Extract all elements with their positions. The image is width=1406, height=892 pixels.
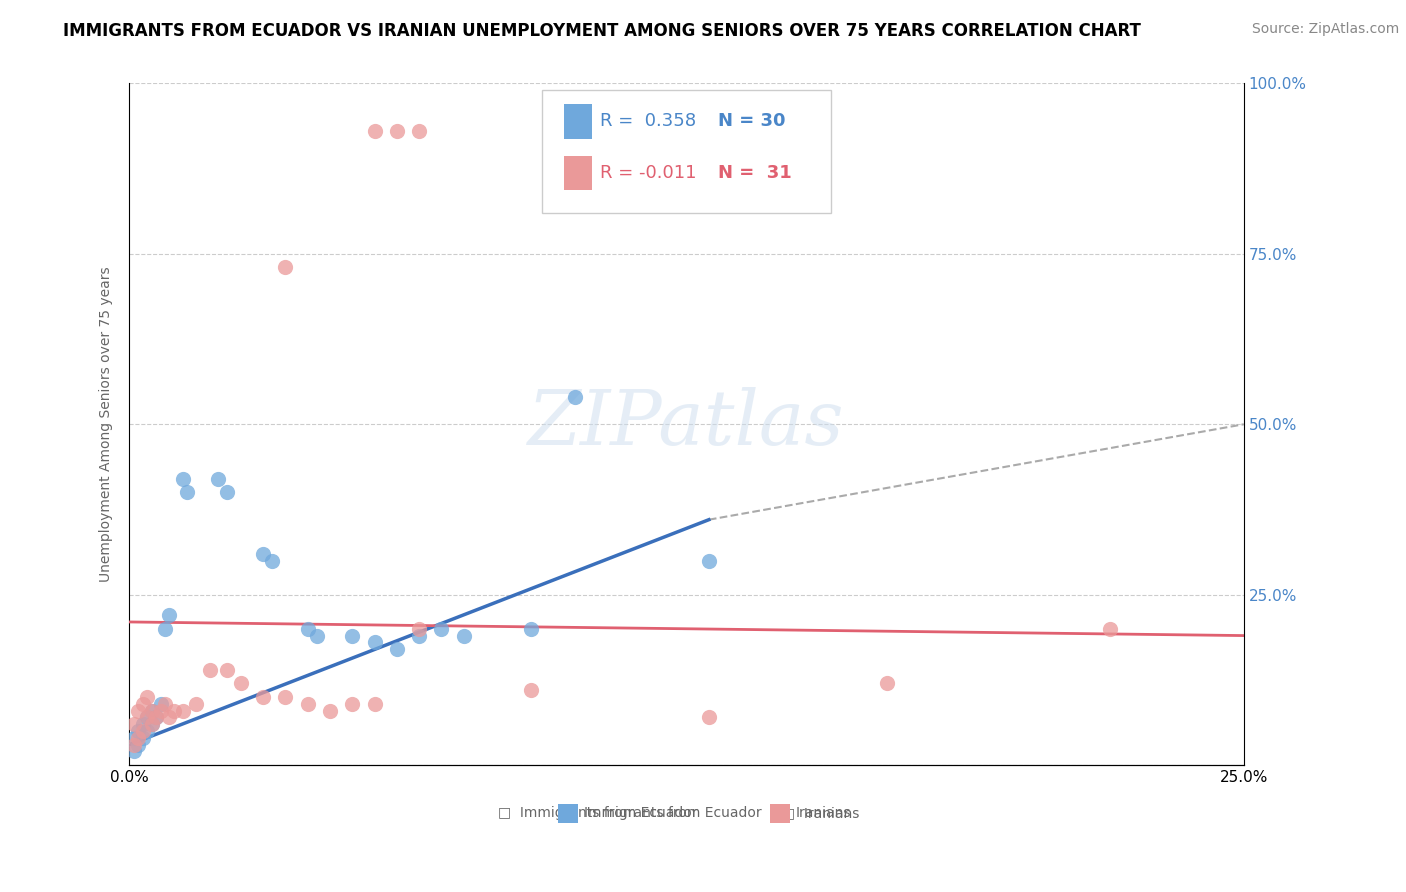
Point bbox=[186, 697, 208, 711]
Point bbox=[217, 485, 239, 500]
Point bbox=[141, 717, 163, 731]
Point bbox=[385, 124, 408, 138]
Point bbox=[131, 717, 153, 731]
Point bbox=[163, 704, 186, 718]
Point bbox=[363, 697, 385, 711]
Point bbox=[363, 124, 385, 138]
Point bbox=[252, 547, 274, 561]
Point bbox=[122, 744, 145, 758]
Point bbox=[229, 676, 252, 690]
Point bbox=[159, 608, 181, 623]
Text: Iranians: Iranians bbox=[796, 805, 851, 820]
Point bbox=[207, 472, 229, 486]
Point bbox=[176, 485, 198, 500]
Point bbox=[217, 663, 239, 677]
Point bbox=[145, 710, 167, 724]
Point bbox=[122, 717, 145, 731]
Text: □  Immigrants from Ecuador: □ Immigrants from Ecuador bbox=[498, 805, 697, 820]
Point bbox=[153, 697, 176, 711]
Point bbox=[519, 622, 541, 636]
FancyBboxPatch shape bbox=[558, 804, 578, 823]
Point bbox=[342, 629, 364, 643]
Point bbox=[153, 622, 176, 636]
Point bbox=[697, 710, 720, 724]
FancyBboxPatch shape bbox=[564, 104, 592, 138]
Point bbox=[127, 738, 149, 752]
Point bbox=[172, 704, 194, 718]
Point bbox=[564, 390, 586, 404]
Point bbox=[453, 629, 475, 643]
Text: R =  0.358: R = 0.358 bbox=[599, 112, 696, 130]
Point bbox=[408, 629, 430, 643]
FancyBboxPatch shape bbox=[564, 156, 592, 190]
Point bbox=[274, 690, 297, 704]
Point bbox=[252, 690, 274, 704]
Point bbox=[697, 553, 720, 567]
Point bbox=[363, 635, 385, 649]
FancyBboxPatch shape bbox=[770, 804, 790, 823]
Point bbox=[141, 704, 163, 718]
Point bbox=[145, 710, 167, 724]
Point bbox=[408, 124, 430, 138]
Text: IMMIGRANTS FROM ECUADOR VS IRANIAN UNEMPLOYMENT AMONG SENIORS OVER 75 YEARS CORR: IMMIGRANTS FROM ECUADOR VS IRANIAN UNEMP… bbox=[63, 22, 1142, 40]
Y-axis label: Unemployment Among Seniors over 75 years: Unemployment Among Seniors over 75 years bbox=[100, 267, 114, 582]
Point bbox=[408, 622, 430, 636]
Point bbox=[122, 731, 145, 745]
Point bbox=[127, 731, 149, 745]
Point bbox=[131, 731, 153, 745]
Point bbox=[274, 260, 297, 275]
Point bbox=[149, 697, 172, 711]
Point bbox=[141, 704, 163, 718]
Point bbox=[430, 622, 453, 636]
Point bbox=[342, 697, 364, 711]
Point bbox=[136, 690, 159, 704]
Point bbox=[122, 738, 145, 752]
FancyBboxPatch shape bbox=[541, 90, 831, 213]
Text: ZIPatlas: ZIPatlas bbox=[529, 387, 845, 461]
Point bbox=[127, 724, 149, 739]
Text: N = 30: N = 30 bbox=[717, 112, 786, 130]
Text: R = -0.011: R = -0.011 bbox=[599, 164, 696, 182]
Point bbox=[136, 710, 159, 724]
Point bbox=[260, 553, 283, 567]
Point bbox=[127, 704, 149, 718]
Text: Immigrants from Ecuador: Immigrants from Ecuador bbox=[583, 805, 762, 820]
Point bbox=[519, 683, 541, 698]
Point bbox=[172, 472, 194, 486]
Point bbox=[136, 724, 159, 739]
Point bbox=[141, 717, 163, 731]
Text: Source: ZipAtlas.com: Source: ZipAtlas.com bbox=[1251, 22, 1399, 37]
Point bbox=[1099, 622, 1122, 636]
Point bbox=[297, 697, 319, 711]
Point bbox=[319, 704, 342, 718]
Point bbox=[131, 697, 153, 711]
Point bbox=[385, 642, 408, 657]
Point bbox=[131, 724, 153, 739]
Point bbox=[149, 704, 172, 718]
Point bbox=[876, 676, 898, 690]
Point bbox=[305, 629, 328, 643]
Point bbox=[136, 710, 159, 724]
Point bbox=[198, 663, 221, 677]
Text: □  Iranians: □ Iranians bbox=[782, 805, 859, 820]
Point bbox=[297, 622, 319, 636]
Text: N =  31: N = 31 bbox=[717, 164, 792, 182]
Point bbox=[159, 710, 181, 724]
